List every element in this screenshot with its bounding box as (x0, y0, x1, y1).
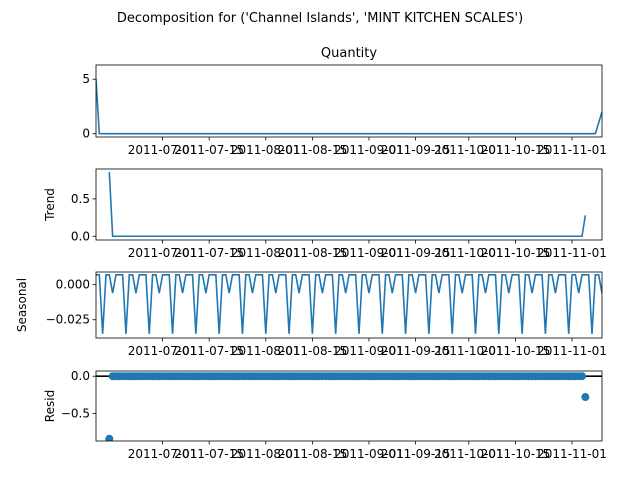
ytick-label: 0.0 (71, 229, 90, 243)
xtick-label: 2011-11-01 (537, 143, 607, 157)
xtick-label: 2011-11-01 (537, 246, 607, 260)
xtick-label: 2011-11-01 (537, 344, 607, 358)
xtick-label: 2011-09-01 (334, 447, 404, 461)
panel-observed: 0 5 2011-07-012011-07-152011-08-012011-08-… (82, 46, 607, 157)
plot-area-seasonal (96, 274, 602, 334)
xtick-label: 2011-09-15 (381, 246, 451, 260)
panel-seasonal: 0.000 −0.025 2011-07-012011-07-152011-08-0… (15, 271, 607, 358)
xtick-label: 2011-08-01 (231, 246, 301, 260)
xtick-label: 2011-07-01 (128, 344, 198, 358)
xtick-label: 2011-09-15 (381, 344, 451, 358)
ytick-label: 0.0 (71, 369, 90, 383)
ylabel-resid: Resid (43, 390, 57, 422)
series-line-trend (108, 171, 587, 238)
resid-point-2011-06-15 (105, 434, 114, 441)
plot-area-observed (96, 79, 602, 135)
xtick-label: 2011-10-01 (434, 344, 504, 358)
panel-trend: 0.00.52011-07-012011-07-152011-08-012011… (43, 168, 607, 260)
xtick-label: 2011-09-01 (334, 143, 404, 157)
xtick-label: 2011-11-01 (537, 447, 607, 461)
xtick-label: 2011-07-15 (174, 143, 244, 157)
panels-layer: 052011-07-012011-07-152011-08-012011-08-… (15, 46, 607, 461)
xtick-label: 2011-09-01 (334, 344, 404, 358)
series-line-seasonal (96, 274, 602, 334)
ytick-label: −0.5 (61, 406, 90, 420)
xtick-label: 2011-10-01 (434, 246, 504, 260)
xtick-label: 2011-10-01 (434, 143, 504, 157)
xtick-label: 2011-07-15 (174, 447, 244, 461)
xtick-label: 2011-08-15 (278, 447, 348, 461)
ytick-label: 0.5 (71, 192, 90, 206)
xtick-label: 2011-08-15 (278, 246, 348, 260)
xtick-label: 2011-08-01 (231, 143, 301, 157)
ylabel-trend: Trend (43, 188, 57, 222)
xtick-label: 2011-10-15 (481, 447, 551, 461)
xtick-label: 2011-10-15 (481, 143, 551, 157)
xtick-label: 2011-07-15 (174, 344, 244, 358)
ytick-label: 5 (82, 72, 90, 86)
xtick-label: 2011-08-15 (278, 143, 348, 157)
xtick-label: 2011-10-15 (481, 246, 551, 260)
axes-frame-trend (95, 168, 603, 241)
xtick-label: 2011-07-01 (128, 246, 198, 260)
plot-area-resid (96, 372, 602, 441)
axes-frame-resid (95, 370, 603, 442)
xtick-label: 2011-08-15 (278, 344, 348, 358)
xtick-label: 2011-09-01 (334, 246, 404, 260)
xtick-label: 2011-09-15 (381, 143, 451, 157)
ylabel-seasonal: Seasonal (15, 278, 29, 332)
series-line-observed (96, 79, 602, 135)
xtick-label: 2011-09-15 (381, 447, 451, 461)
panel-title-observed: Quantity (321, 46, 377, 61)
xtick-label: 2011-07-01 (128, 447, 198, 461)
panel-resid: 0.0−0.52011-07-012011-07-152011-08-01201… (43, 369, 607, 461)
xtick-label: 2011-08-01 (231, 344, 301, 358)
ytick-label: 0 (82, 127, 90, 141)
ytick-label: −0.025 (46, 313, 90, 327)
ytick-label: 0.000 (56, 278, 90, 292)
xtick-label: 2011-10-15 (481, 344, 551, 358)
resid-point-2011-11-05 (581, 393, 590, 402)
axes-frame-seasonal (95, 271, 603, 339)
xtick-label: 2011-07-01 (128, 143, 198, 157)
figure-suptitle: Decomposition for ('Channel Islands', 'M… (117, 11, 523, 26)
xtick-label: 2011-10-01 (434, 447, 504, 461)
xtick-label: 2011-08-01 (231, 447, 301, 461)
xtick-label: 2011-07-15 (174, 246, 244, 260)
axes-frame-observed (95, 64, 603, 138)
resid-point-2011-11-04 (578, 372, 587, 381)
plot-area-trend (108, 171, 587, 238)
